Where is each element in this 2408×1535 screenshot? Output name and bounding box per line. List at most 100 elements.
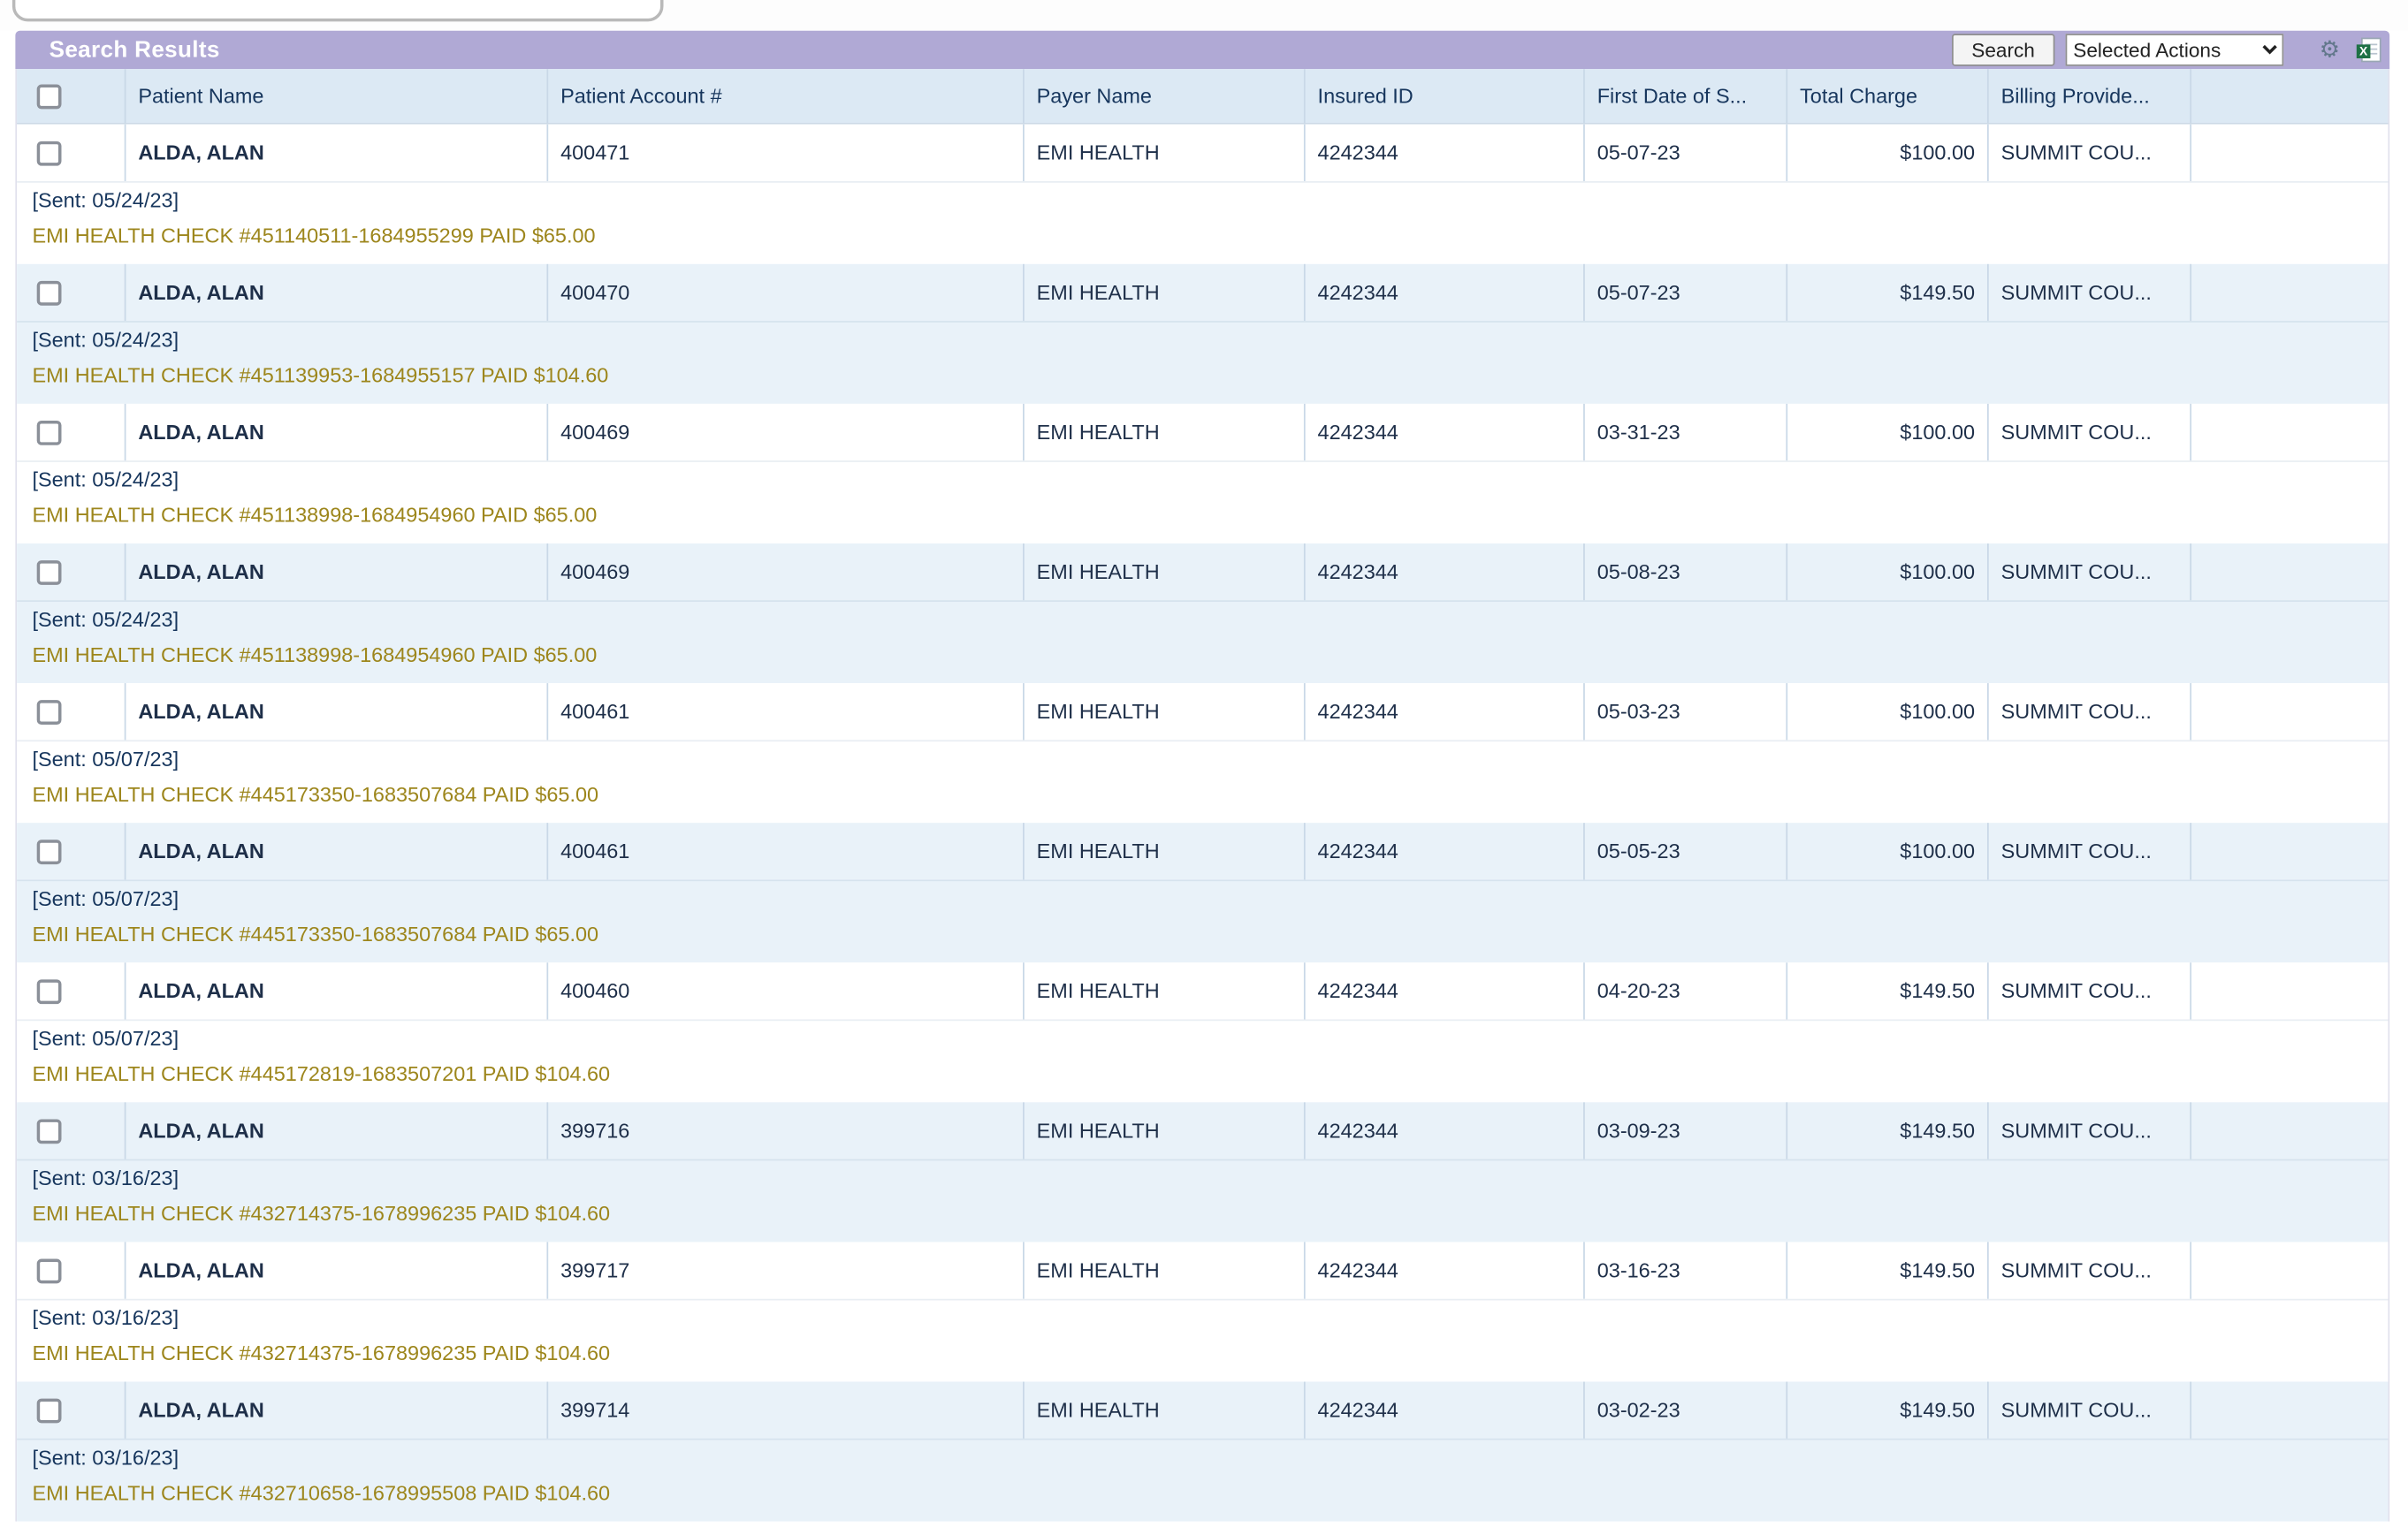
patient-name[interactable]: ALDA, ALAN [124, 1242, 547, 1299]
col-first-date-of-service[interactable]: First Date of S... [1583, 69, 1786, 123]
result-row[interactable]: ALDA, ALAN 399717 EMI HEALTH 4242344 03-… [17, 1242, 2389, 1301]
result-row[interactable]: ALDA, ALAN 400471 EMI HEALTH 4242344 05-… [17, 124, 2389, 183]
billing-provider: SUMMIT COU... [1986, 543, 2190, 601]
patient-name[interactable]: ALDA, ALAN [124, 263, 547, 322]
row-empty-cell [2190, 263, 2388, 322]
export-excel-button[interactable]: X [2354, 36, 2381, 64]
patient-name[interactable]: ALDA, ALAN [124, 543, 547, 601]
sent-status: [Sent: 05/24/23] [32, 607, 179, 631]
sent-status: [Sent: 03/16/23] [32, 1305, 179, 1329]
row-checkbox[interactable] [36, 420, 62, 445]
settings-gear-icon: ⚙ [2319, 36, 2341, 64]
row-checkbox-cell [17, 404, 125, 460]
sent-status: [Sent: 05/24/23] [32, 187, 179, 211]
settings-button[interactable]: ⚙ [2316, 36, 2343, 64]
col-patient-account[interactable]: Patient Account # [546, 69, 1023, 123]
result-row[interactable]: ALDA, ALAN 400469 EMI HEALTH 4242344 05-… [17, 543, 2389, 602]
patient-name[interactable]: ALDA, ALAN [124, 1102, 547, 1159]
row-checkbox-cell [17, 1102, 125, 1159]
row-empty-cell [2190, 1102, 2388, 1159]
row-checkbox[interactable] [36, 699, 62, 725]
result-row[interactable]: ALDA, ALAN 400460 EMI HEALTH 4242344 04-… [17, 962, 2389, 1022]
search-button[interactable]: Search [1951, 34, 2055, 66]
first-date-of-service: 03-16-23 [1583, 1242, 1786, 1299]
result-row[interactable]: ALDA, ALAN 399716 EMI HEALTH 4242344 03-… [17, 1102, 2389, 1161]
total-charge: $149.50 [1786, 1381, 1987, 1439]
panel-body: Patient Name Patient Account # Payer Nam… [15, 69, 2390, 1522]
patient-account-number: 400469 [546, 403, 1023, 461]
panel-title: Search Results [49, 36, 220, 64]
row-checkbox[interactable] [36, 839, 62, 864]
row-checkbox[interactable] [36, 1258, 62, 1283]
col-total-charge[interactable]: Total Charge [1786, 69, 1987, 123]
address-field-remnant [11, 0, 664, 22]
col-payer-name[interactable]: Payer Name [1023, 69, 1304, 123]
check-payment-detail: EMI HEALTH CHECK #451138998-1684954960 P… [32, 642, 598, 666]
row-checkbox[interactable] [36, 1118, 62, 1144]
row-checkbox-cell [17, 264, 125, 321]
result-row[interactable]: ALDA, ALAN 400470 EMI HEALTH 4242344 05-… [17, 263, 2389, 323]
patient-name[interactable]: ALDA, ALAN [124, 124, 547, 181]
billing-provider: SUMMIT COU... [1986, 683, 2190, 741]
patient-account-number: 400461 [546, 683, 1023, 741]
result-row[interactable]: ALDA, ALAN 400469 EMI HEALTH 4242344 03-… [17, 403, 2389, 462]
result-row[interactable]: ALDA, ALAN 400461 EMI HEALTH 4242344 05-… [17, 683, 2389, 742]
excel-export-icon: X [2355, 37, 2381, 63]
payer-name: EMI HEALTH [1023, 823, 1304, 880]
col-patient-name[interactable]: Patient Name [124, 69, 547, 123]
total-charge: $100.00 [1786, 403, 1987, 461]
billing-provider: SUMMIT COU... [1986, 962, 2190, 1020]
check-payment-detail: EMI HEALTH CHECK #432714375-1678996235 P… [32, 1201, 611, 1225]
total-charge: $100.00 [1786, 543, 1987, 601]
row-checkbox-cell [17, 543, 125, 600]
patient-account-number: 400471 [546, 124, 1023, 181]
patient-account-number: 400461 [546, 823, 1023, 880]
select-all-checkbox[interactable] [36, 83, 62, 109]
row-checkbox[interactable] [36, 1397, 62, 1423]
check-payment-detail: EMI HEALTH CHECK #432710658-1678995508 P… [32, 1480, 611, 1504]
check-payment-detail: EMI HEALTH CHECK #451140511-1684955299 P… [32, 223, 596, 247]
selected-actions-dropdown[interactable]: Selected Actions [2065, 34, 2284, 66]
patient-name[interactable]: ALDA, ALAN [124, 1381, 547, 1439]
total-charge: $100.00 [1786, 124, 1987, 181]
patient-name[interactable]: ALDA, ALAN [124, 823, 547, 880]
billing-provider: SUMMIT COU... [1986, 1102, 2190, 1159]
row-checkbox[interactable] [36, 978, 62, 1004]
payer-name: EMI HEALTH [1023, 124, 1304, 181]
payer-name: EMI HEALTH [1023, 263, 1304, 322]
payer-name: EMI HEALTH [1023, 1381, 1304, 1439]
svg-text:X: X [2358, 44, 2367, 58]
row-checkbox[interactable] [36, 140, 62, 165]
search-results-panel: Search Results Search Selected Actions ⚙ [15, 30, 2390, 1522]
result-record: ALDA, ALAN 400460 EMI HEALTH 4242344 04-… [17, 962, 2389, 1103]
patient-account-number: 400470 [546, 263, 1023, 322]
sent-status: [Sent: 03/16/23] [32, 1166, 179, 1189]
patient-name[interactable]: ALDA, ALAN [124, 962, 547, 1020]
payer-name: EMI HEALTH [1023, 1242, 1304, 1299]
col-billing-provider[interactable]: Billing Provide... [1986, 69, 2190, 123]
total-charge: $149.50 [1786, 1102, 1987, 1159]
row-checkbox-cell [17, 1242, 125, 1298]
result-row[interactable]: ALDA, ALAN 399714 EMI HEALTH 4242344 03-… [17, 1381, 2389, 1440]
row-empty-cell [2190, 543, 2388, 601]
row-empty-cell [2190, 124, 2388, 181]
payer-name: EMI HEALTH [1023, 962, 1304, 1020]
payer-name: EMI HEALTH [1023, 1102, 1304, 1159]
patient-name[interactable]: ALDA, ALAN [124, 683, 547, 741]
patient-account-number: 400460 [546, 962, 1023, 1020]
row-checkbox-cell [17, 823, 125, 879]
patient-name[interactable]: ALDA, ALAN [124, 403, 547, 461]
total-charge: $149.50 [1786, 1242, 1987, 1299]
table-header-row: Patient Name Patient Account # Payer Nam… [17, 69, 2389, 125]
col-insured-id[interactable]: Insured ID [1303, 69, 1583, 123]
row-checkbox[interactable] [36, 280, 62, 305]
sent-status: [Sent: 05/07/23] [32, 747, 179, 771]
sent-status: [Sent: 05/24/23] [32, 467, 179, 491]
row-checkbox[interactable] [36, 559, 62, 585]
title-bar-controls: Search Selected Actions ⚙ X [1951, 34, 2389, 66]
col-empty [2190, 69, 2388, 123]
result-row[interactable]: ALDA, ALAN 400461 EMI HEALTH 4242344 05-… [17, 823, 2389, 882]
billing-provider: SUMMIT COU... [1986, 1242, 2190, 1299]
billing-provider: SUMMIT COU... [1986, 403, 2190, 461]
